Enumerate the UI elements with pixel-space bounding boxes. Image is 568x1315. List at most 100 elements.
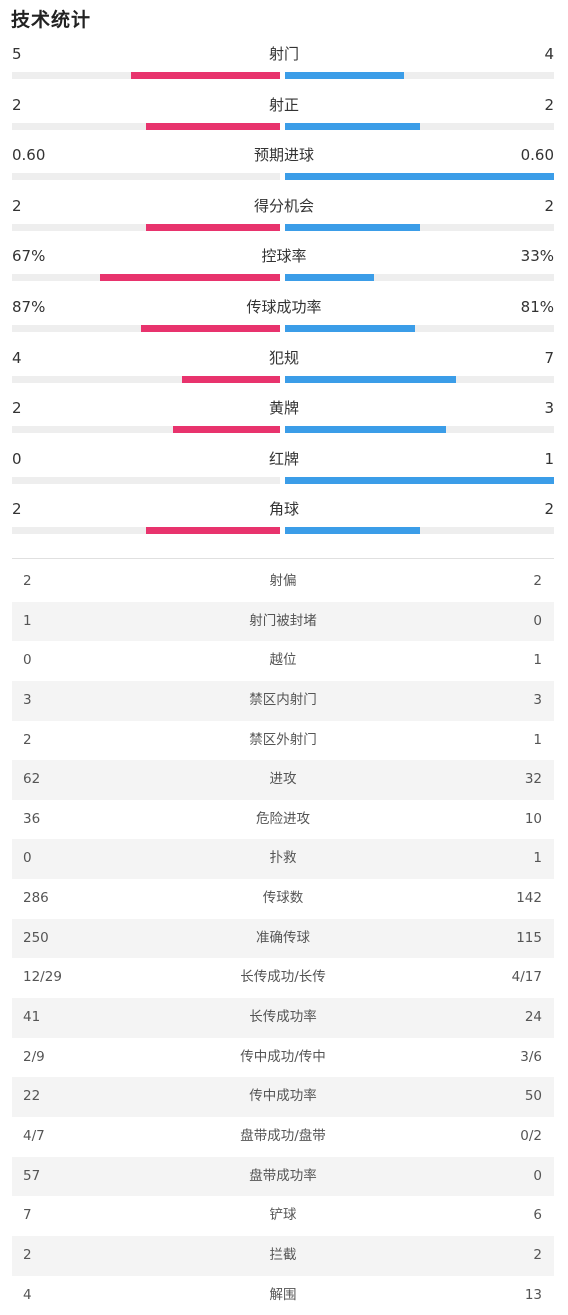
- stat-name: 长传成功/长传: [240, 969, 326, 986]
- stat-name: 盘带成功/盘带: [240, 1127, 326, 1144]
- stat-name: 犯规: [268, 348, 299, 367]
- table-row: 12/29 长传成功/长传 4/17: [12, 958, 554, 998]
- away-value: 2: [544, 196, 554, 215]
- table-row: 0 扑救 1: [12, 839, 554, 880]
- table-row: 41 长传成功率 24: [12, 998, 554, 1038]
- stat-name: 射门被封堵: [249, 612, 317, 629]
- stat-name: 得分机会: [253, 196, 314, 215]
- table-row: 1 射门被封堵 0: [12, 601, 554, 642]
- away-value: 33%: [520, 247, 554, 266]
- away-value: 115: [516, 929, 542, 946]
- stat-name: 越位: [269, 652, 297, 669]
- stat-bar-row: 67% 控球率 33%: [0, 244, 568, 295]
- home-value: 2: [12, 95, 22, 114]
- away-value: 81%: [520, 297, 554, 316]
- stat-name: 危险进攻: [256, 810, 310, 827]
- table-row: 250 准确传球 115: [12, 918, 554, 959]
- home-bar-track: [12, 173, 280, 181]
- stat-bar-row: 5 射门 4: [0, 42, 568, 93]
- stat-bar-row: 2 射正 2: [0, 93, 568, 144]
- stat-bar-row: 0.60 预期进球 0.60: [0, 143, 568, 194]
- stat-name: 解围: [269, 1286, 297, 1303]
- stat-name: 控球率: [261, 247, 307, 266]
- home-value: 250: [23, 929, 49, 946]
- home-bar-track: [12, 324, 280, 332]
- home-value: 67%: [12, 247, 46, 266]
- stat-name: 红牌: [268, 449, 299, 468]
- away-bar-track: [285, 122, 554, 130]
- away-value: 6: [533, 1207, 542, 1224]
- table-row: 2 禁区外射门 1: [12, 721, 554, 761]
- home-value: 36: [23, 810, 41, 827]
- away-bar-track: [285, 173, 554, 181]
- page-title: 技术统计: [11, 9, 92, 31]
- home-value: 0: [12, 449, 22, 468]
- stat-name: 预期进球: [253, 146, 314, 165]
- home-value: 2: [23, 573, 32, 589]
- home-value: 4/7: [23, 1127, 45, 1144]
- stat-name: 进攻: [269, 771, 297, 788]
- away-bar-fill: [285, 72, 405, 79]
- away-bar-track: [285, 527, 554, 535]
- stat-name: 扑救: [269, 850, 297, 867]
- away-bar-fill: [285, 324, 415, 332]
- stat-name: 准确传球: [256, 929, 310, 946]
- away-value: 1: [533, 731, 542, 748]
- home-bar-track: [12, 72, 280, 79]
- stat-name: 射正: [268, 95, 299, 114]
- away-value: 142: [516, 890, 542, 907]
- away-value: 4/17: [511, 969, 542, 986]
- away-value: 0.60: [520, 146, 554, 165]
- away-bar-track: [285, 274, 554, 282]
- home-value: 3: [23, 691, 32, 708]
- away-value: 10: [524, 810, 542, 827]
- table-row: 4 解围 13: [12, 1276, 554, 1315]
- home-bar-track: [12, 122, 280, 130]
- away-value: 13: [524, 1286, 542, 1303]
- away-value: 0: [533, 1167, 542, 1184]
- home-value: 22: [23, 1088, 41, 1105]
- away-value: 3/6: [520, 1048, 542, 1065]
- away-bar-fill: [285, 274, 374, 282]
- home-value: 2: [23, 1246, 32, 1263]
- home-bar-fill: [182, 375, 280, 383]
- home-bar-fill: [172, 426, 280, 434]
- stat-name: 禁区外射门: [249, 731, 317, 748]
- away-bar-fill: [285, 173, 554, 181]
- home-value: 2: [12, 196, 22, 215]
- away-value: 3: [533, 691, 542, 708]
- away-value: 0: [533, 612, 542, 629]
- table-row: 4/7 盘带成功/盘带 0/2: [12, 1117, 554, 1157]
- away-bar-fill: [285, 223, 420, 231]
- away-value: 2: [544, 95, 554, 114]
- home-value: 0: [23, 652, 32, 669]
- home-value: 2: [23, 731, 32, 748]
- away-value: 4: [544, 45, 554, 63]
- table-row: 3 禁区内射门 3: [12, 680, 554, 721]
- stat-name: 长传成功率: [249, 1009, 317, 1026]
- stat-name: 拦截: [269, 1246, 297, 1263]
- home-value: 1: [23, 612, 32, 629]
- away-bar-fill: [285, 375, 457, 383]
- section-divider: [12, 558, 554, 559]
- stat-name: 传球成功率: [246, 297, 322, 316]
- home-value: 62: [23, 771, 41, 788]
- home-value: 12/29: [23, 969, 62, 986]
- home-value: 2: [12, 399, 22, 418]
- away-value: 24: [524, 1009, 542, 1026]
- home-bar-fill: [146, 122, 280, 130]
- away-bar-fill: [285, 426, 447, 434]
- away-value: 1: [544, 449, 554, 468]
- stat-bar-row: 2 角球 2: [0, 497, 568, 548]
- table-row: 22 传中成功率 50: [12, 1077, 554, 1117]
- table-row: 286 传球数 142: [12, 879, 554, 919]
- table-row: 62 进攻 32: [12, 760, 554, 800]
- table-row: 36 危险进攻 10: [12, 800, 554, 840]
- home-bar-fill: [146, 223, 280, 231]
- away-value: 2: [533, 573, 542, 589]
- stat-name: 盘带成功率: [249, 1167, 317, 1184]
- away-value: 32: [524, 771, 542, 788]
- away-bar-fill: [285, 122, 420, 130]
- away-value: 50: [524, 1088, 542, 1105]
- home-value: 7: [23, 1207, 32, 1224]
